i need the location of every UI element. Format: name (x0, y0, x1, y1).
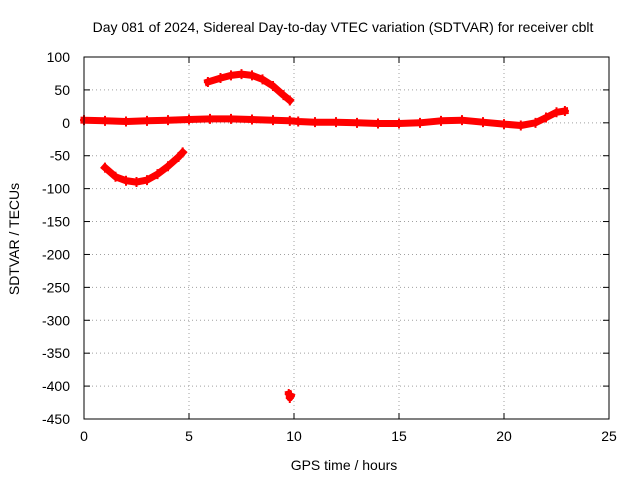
axes: 0 5 10 15 20 25 100 50 0 -50 -100 -150 -200 -250 -300 -… (42, 49, 617, 444)
plot-frame (83, 56, 610, 420)
data-point (286, 390, 295, 401)
data-point (332, 117, 340, 128)
data-point (479, 117, 487, 128)
data-point (248, 70, 256, 81)
data-point (269, 115, 277, 126)
data-point (516, 120, 525, 131)
y-tick-label: -300 (42, 312, 70, 328)
y-tick-label: -100 (42, 181, 70, 197)
y-tick-label: 50 (54, 82, 70, 98)
data-point (279, 90, 288, 101)
data-point (203, 77, 212, 88)
series-baseline (80, 105, 569, 131)
y-tick-label: 100 (47, 49, 71, 65)
chart-title: Day 081 of 2024, Sidereal Day-to-day VTE… (93, 19, 594, 35)
data-point (227, 113, 235, 124)
data-point (500, 119, 508, 130)
y-tick-label: -400 (42, 378, 70, 394)
y-tick-label: -50 (50, 148, 70, 164)
data-point (531, 117, 540, 128)
data-points (80, 69, 569, 403)
data-point (143, 115, 151, 126)
data-point (395, 118, 403, 129)
data-point (206, 113, 214, 124)
x-tick-label: 15 (391, 428, 407, 444)
x-tick-label: 25 (601, 428, 617, 444)
data-point (143, 175, 151, 186)
data-point (101, 162, 109, 173)
data-point (153, 169, 162, 180)
data-point (416, 117, 424, 128)
data-point (285, 95, 294, 106)
x-tick-label: 10 (286, 428, 302, 444)
data-point (285, 115, 294, 126)
data-point (437, 115, 445, 126)
x-axis-label: GPS time / hours (291, 457, 398, 473)
data-point (101, 115, 109, 126)
data-point (122, 175, 130, 186)
data-point (552, 107, 561, 118)
data-point (164, 161, 172, 172)
y-tick-label: -350 (42, 345, 70, 361)
data-point (269, 80, 277, 91)
data-point (542, 112, 550, 123)
y-tick-label: -200 (42, 246, 70, 262)
data-point (294, 116, 303, 127)
series-high-arc (203, 69, 295, 106)
data-point (227, 70, 235, 81)
data-point (122, 116, 130, 127)
series-outlier (284, 388, 296, 403)
y-tick-label: -450 (42, 411, 70, 427)
y-tick-label: -250 (42, 279, 70, 295)
data-point (174, 152, 183, 163)
series-low-arc (100, 147, 188, 188)
x-tick-label: 20 (496, 428, 512, 444)
y-tick-label: 0 (62, 115, 70, 131)
y-tick-label: -150 (42, 214, 70, 230)
x-tick-label: 0 (80, 428, 88, 444)
data-point (132, 177, 141, 188)
data-point (258, 74, 267, 85)
y-axis-label: SDTVAR / TECUs (6, 183, 22, 295)
series-band (80, 107, 569, 129)
data-point (248, 114, 256, 125)
data-point (311, 117, 319, 128)
x-tick-label: 5 (185, 428, 193, 444)
data-point (353, 117, 361, 128)
data-point (164, 115, 172, 126)
data-point (458, 115, 466, 126)
data-point (111, 171, 120, 182)
data-point (374, 118, 382, 129)
data-point (237, 69, 246, 80)
grid (84, 57, 609, 419)
data-point (560, 105, 569, 116)
data-point (285, 392, 294, 403)
data-point (185, 114, 193, 125)
data-point (216, 73, 225, 84)
data-point (178, 147, 187, 158)
